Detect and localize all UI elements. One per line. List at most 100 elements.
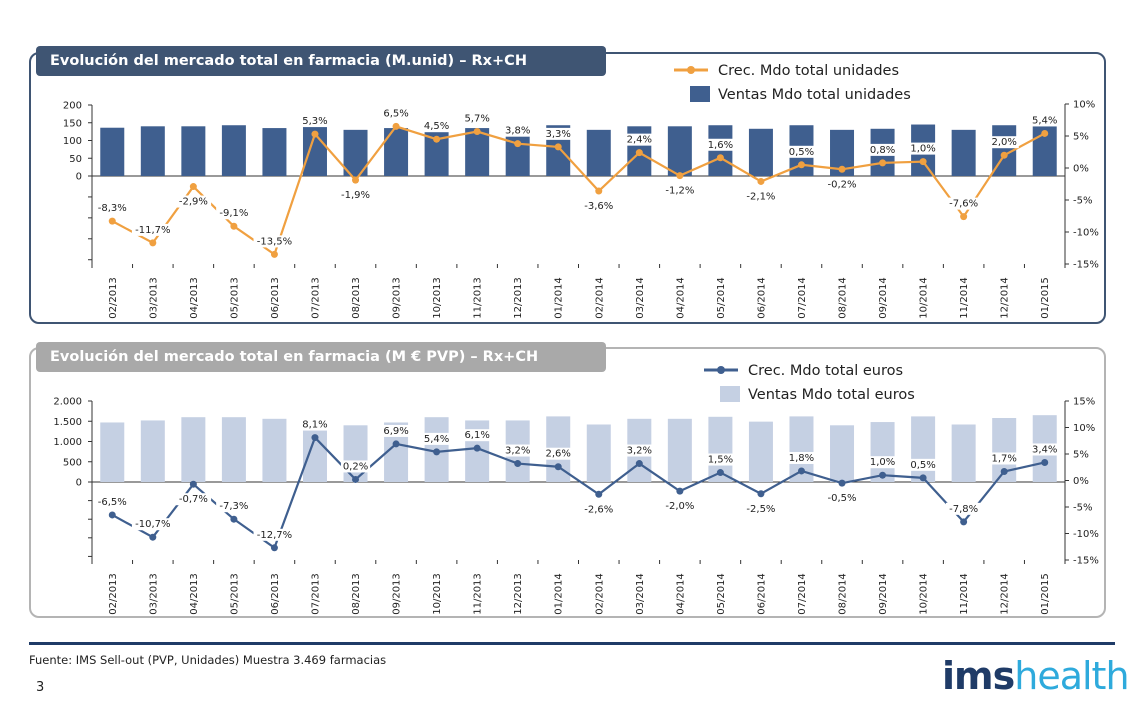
chart1-data-label-bg [216, 207, 252, 220]
chart1-bar [465, 128, 490, 176]
chart1-category-label: 07/2013 [310, 277, 321, 319]
chart1-data-label: 5,4% [1032, 115, 1057, 126]
chart2-category-label: 04/2013 [189, 573, 200, 615]
chart2-data-label-bg [945, 502, 982, 515]
chart2-data-label: 2,6% [546, 449, 571, 460]
chart2-growth-point [108, 511, 116, 519]
chart1-legend-line-marker [687, 66, 695, 74]
chart1-category-label: 01/2014 [554, 277, 565, 319]
chart1-bar [424, 128, 449, 176]
chart1-data-label: -13,5% [257, 236, 292, 247]
chart2-category-label: 12/2013 [513, 573, 524, 615]
chart2-data-label-bg [908, 458, 938, 471]
chart2-left-tick-label: 0 [76, 478, 82, 489]
chart1-category-label: 03/2013 [148, 277, 159, 319]
chart2-data-label-bg [543, 447, 573, 460]
chart1-data-label: 0,8% [870, 145, 895, 156]
chart2-data-label-bg [253, 528, 296, 541]
chart2-bar [667, 418, 692, 482]
chart2-data-label: 0,5% [910, 460, 935, 471]
chart2-data-label-bg [216, 500, 252, 513]
chart1-bar [667, 126, 692, 176]
chart2-right-tick-label: 0% [1073, 476, 1089, 487]
footer-divider [29, 642, 1115, 645]
chart1-data-label-bg [422, 120, 452, 133]
chart2-bar [100, 422, 125, 482]
chart2-growth-point [392, 440, 400, 448]
chart2-growth-point [1000, 467, 1008, 475]
chart2-growth-point [716, 469, 724, 477]
chart1-left-tick-label: 200 [63, 101, 82, 112]
chart1-data-label-bg [543, 127, 573, 140]
source-note: Fuente: IMS Sell-out (PVP, Unidades) Mue… [29, 653, 387, 667]
chart2-bar [181, 417, 206, 482]
chart2-data-label-bg [422, 432, 452, 445]
chart1-bar [951, 129, 976, 176]
chart1-data-label: -11,7% [135, 225, 170, 236]
chart2-data-label: 8,1% [302, 420, 327, 431]
chart2-category-label: 08/2013 [351, 573, 362, 615]
chart1-growth-point [392, 122, 400, 130]
chart1-category-label: 04/2014 [675, 277, 686, 319]
chart2-left-tick-label: 500 [63, 457, 82, 468]
chart1-data-label: -2,1% [746, 191, 775, 202]
chart1-right-tick-label: 10% [1073, 100, 1095, 111]
chart2-data-label-bg [131, 518, 174, 531]
chart1-bar [221, 125, 246, 176]
chart2-data-label: -10,7% [135, 519, 170, 530]
chart1-category-label: 10/2013 [432, 277, 443, 319]
chart1-data-label-bg [462, 112, 492, 125]
chart1-bar [748, 128, 773, 176]
chart1-data-label-bg [824, 178, 860, 191]
chart2-bar [911, 416, 936, 482]
chart1-category-label: 09/2014 [878, 277, 889, 319]
chart1-right-tick-label: 5% [1073, 132, 1089, 143]
chart1-growth-point [149, 239, 157, 247]
chart1-growth-point [1000, 151, 1008, 159]
chart2-growth-point [230, 515, 238, 523]
chart1-category-label: 03/2014 [635, 277, 646, 319]
chart2-left-tick-label: 1.500 [53, 417, 82, 428]
chart1-data-label-bg [131, 223, 174, 236]
chart1-category-label: 08/2014 [838, 277, 849, 319]
chart1-data-label-bg [989, 136, 1019, 149]
chart1-data-label: -3,6% [584, 201, 613, 212]
chart2-growth-point [1041, 458, 1049, 466]
chart1-data-label: -1,9% [341, 190, 370, 201]
chart2-growth-point [960, 518, 968, 526]
chart1-data-label-bg [662, 184, 698, 197]
chart1-data-label: 1,0% [910, 144, 935, 155]
chart2-left-tick-label: 2.000 [53, 397, 82, 408]
chart1-legend-bar-label: Ventas Mdo total unidades [718, 87, 911, 103]
chart1-category-label: 01/2015 [1040, 277, 1051, 319]
chart2-growth-point [676, 487, 684, 495]
chart1-data-label: 5,3% [302, 116, 327, 127]
chart2-data-label: 1,8% [789, 453, 814, 464]
chart1-growth-point [352, 176, 360, 184]
chart-title-units: Evolución del mercado total en farmacia … [36, 46, 606, 76]
chart1-bar [100, 127, 125, 176]
chart2-bar [586, 424, 611, 482]
chart2-growth-point [433, 448, 441, 456]
chart1-left-tick-label: 0 [76, 172, 82, 183]
chart2-data-label-bg [705, 453, 735, 466]
chart2-data-label: -7,8% [949, 504, 978, 515]
chart2-data-label: 3,4% [1032, 444, 1057, 455]
chart2-category-label: 03/2013 [148, 573, 159, 615]
chart1-category-label: 07/2014 [797, 277, 808, 319]
chart1-data-label: -2,9% [179, 197, 208, 208]
chart1-bar [384, 128, 409, 176]
chart1-right-tick-label: -10% [1073, 228, 1099, 239]
chart2-bar [262, 418, 287, 482]
chart1-left-tick-label: 100 [63, 136, 82, 147]
chart1-bar [262, 128, 287, 176]
chart1-left-tick-label: 150 [63, 118, 82, 129]
chart1-left-tick-label: 50 [69, 154, 82, 165]
chart2-data-label-bg [867, 456, 898, 469]
chart2-data-label-bg [381, 424, 411, 437]
chart1-data-label: -7,6% [949, 199, 978, 210]
chart1-growth-point [676, 172, 684, 180]
chart2-growth-point [919, 474, 927, 482]
chart2-data-label: 1,0% [870, 457, 895, 468]
